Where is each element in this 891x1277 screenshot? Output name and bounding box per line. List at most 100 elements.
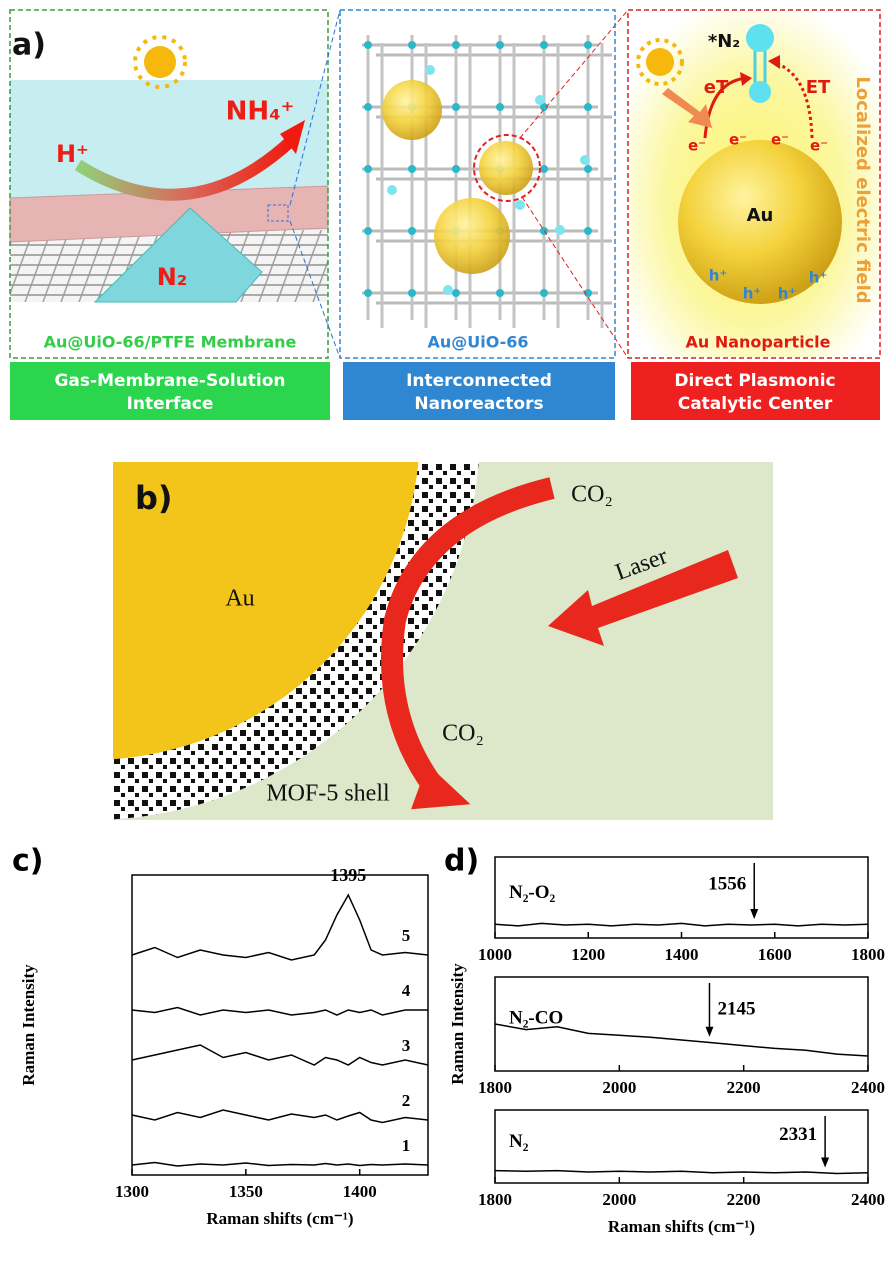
series-label: 4 — [402, 981, 411, 1000]
hole: h⁺ — [709, 267, 728, 285]
x-tick-label: 1350 — [229, 1182, 263, 1201]
x-tick-label: 2000 — [602, 1078, 636, 1097]
peak-arrow-head — [750, 909, 758, 919]
x-tick-label: 1600 — [758, 945, 792, 964]
x-tick-label: 1400 — [343, 1182, 377, 1201]
y-axis-label: Raman Intensity — [19, 964, 38, 1086]
transfer-label: ET — [806, 77, 831, 98]
peak-label: 1395 — [330, 865, 366, 885]
bar-text: Gas-Membrane-Solution — [54, 371, 285, 391]
x-tick-label: 2000 — [602, 1190, 636, 1209]
node — [364, 41, 372, 49]
bar-text: Nanoreactors — [414, 394, 543, 414]
gas-molecule — [555, 225, 565, 235]
ion-label: NH₄⁺ — [226, 97, 295, 127]
node — [408, 165, 416, 173]
x-axis-label: Raman shifts (cm⁻¹) — [608, 1217, 755, 1236]
panel-label: b) — [135, 479, 173, 517]
x-tick-label: 1300 — [115, 1182, 149, 1201]
y-axis-label: Raman Intensity — [448, 963, 467, 1085]
series-label: 1 — [402, 1136, 411, 1155]
panel-label: c) — [12, 844, 44, 879]
x-tick-label: 2200 — [727, 1078, 761, 1097]
node — [408, 41, 416, 49]
transfer-label: eT — [704, 77, 729, 98]
series-label: 5 — [402, 926, 411, 945]
spectrum — [132, 1110, 428, 1123]
node — [452, 41, 460, 49]
caption: Au Nanoparticle — [685, 333, 830, 352]
x-tick-label: 2400 — [851, 1078, 885, 1097]
caption: Au@UiO-66 — [427, 333, 528, 352]
adsorbate-label: *N₂ — [708, 31, 740, 52]
spectrum — [495, 923, 868, 926]
zoom-line — [520, 10, 628, 138]
node — [496, 41, 504, 49]
gas-molecule — [580, 155, 590, 165]
gas-molecule — [535, 95, 545, 105]
gas-molecule — [425, 65, 435, 75]
peak-label: 2145 — [717, 998, 755, 1019]
spectrum — [132, 1008, 428, 1016]
panel-a: a) H⁺ NH₄⁺ N₂ Au@UiO-66/PTFE Membrane — [10, 10, 328, 358]
spectrum — [132, 1045, 428, 1065]
electron: e⁻ — [810, 137, 828, 155]
x-tick-label: 2400 — [851, 1190, 885, 1209]
series-label: N₂-O₂ — [509, 882, 556, 903]
field-label: Localized electric field — [852, 76, 873, 303]
ion-label: H⁺ — [56, 140, 89, 168]
panel-label: a) — [12, 28, 46, 63]
node — [584, 165, 592, 173]
node — [496, 289, 504, 297]
peak-arrow-head — [705, 1027, 713, 1037]
zoom-line — [522, 197, 628, 358]
x-tick-label: 1400 — [665, 945, 699, 964]
peak-arrow-head — [821, 1158, 829, 1168]
x-tick-label: 1000 — [478, 945, 512, 964]
node — [364, 289, 372, 297]
electron: e⁻ — [771, 131, 789, 149]
peak-label: 1556 — [708, 874, 746, 895]
series-label: N₂ — [509, 1131, 529, 1152]
panel-label: d) — [444, 844, 479, 879]
panel-a-right: *N₂ eT ET e⁻ e⁻ e⁻ e⁻ Au h⁺ h⁺ h⁺ h⁺ Loc… — [628, 10, 880, 358]
co2-label: CO₂ — [571, 482, 613, 508]
co2-label: CO₂ — [442, 721, 484, 747]
bar-text: Direct Plasmonic — [674, 371, 835, 391]
x-tick-label: 1800 — [478, 1078, 512, 1097]
x-tick-label: 1800 — [478, 1190, 512, 1209]
gas-molecule — [443, 285, 453, 295]
node — [452, 103, 460, 111]
panel-a-middle: Au@UiO-66 — [290, 10, 628, 358]
n-atom — [749, 81, 771, 103]
x-tick-label: 1800 — [851, 945, 885, 964]
node — [408, 227, 416, 235]
gas-molecule — [515, 200, 525, 210]
bar-text: Catalytic Center — [678, 394, 833, 414]
node — [540, 41, 548, 49]
au-label: Au — [747, 205, 774, 226]
spectrum — [132, 1163, 428, 1167]
peak-label: 2331 — [779, 1124, 817, 1145]
series-label: 3 — [402, 1036, 411, 1055]
node — [408, 289, 416, 297]
au-sphere — [479, 141, 533, 195]
hole: h⁺ — [809, 269, 828, 287]
electron: e⁻ — [688, 137, 706, 155]
x-axis-label: Raman shifts (cm⁻¹) — [206, 1209, 353, 1228]
spectrum — [495, 1024, 868, 1056]
node — [584, 41, 592, 49]
node — [540, 289, 548, 297]
au-label: Au — [225, 586, 254, 612]
shell-label: MOF-5 shell — [266, 781, 390, 807]
node — [496, 103, 504, 111]
spectrum — [132, 895, 428, 960]
node — [584, 227, 592, 235]
figure: a) H⁺ NH₄⁺ N₂ Au@UiO-66/PTFE Membrane Au… — [0, 0, 891, 1277]
n-atom — [746, 24, 774, 52]
label-bars: Gas-Membrane-Solution Interface Intercon… — [10, 362, 880, 420]
node — [452, 165, 460, 173]
au-sphere — [382, 80, 442, 140]
node — [452, 289, 460, 297]
gas-label: N₂ — [157, 263, 188, 291]
